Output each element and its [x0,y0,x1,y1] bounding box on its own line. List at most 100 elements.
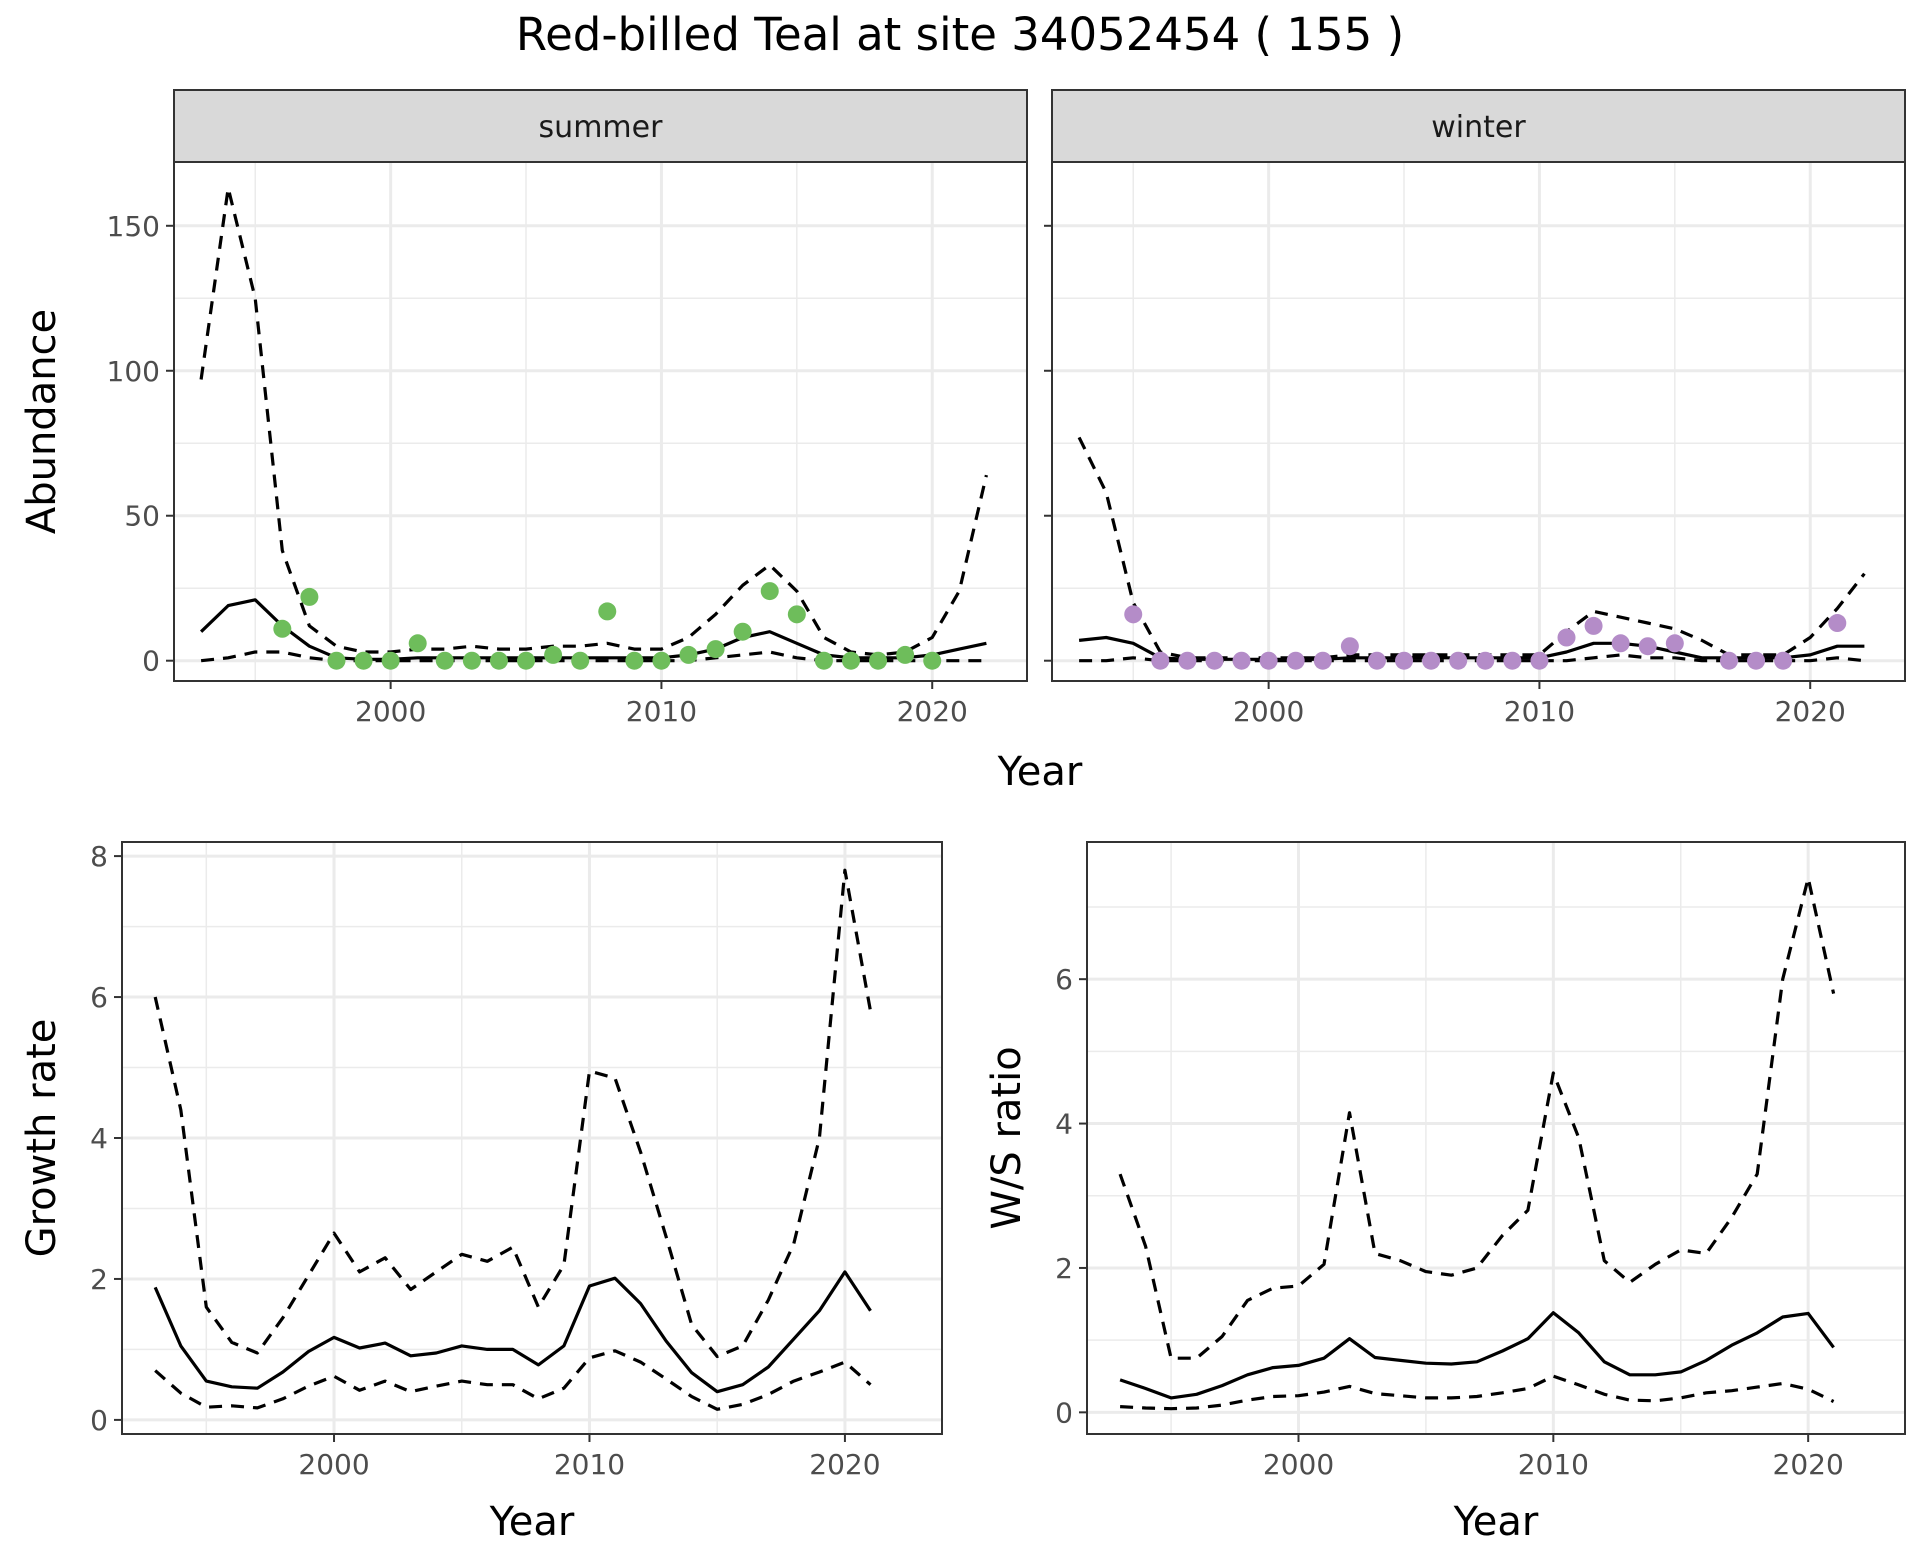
y-tick-label: 8 [90,840,108,873]
data-point [760,582,779,601]
data-point [652,651,671,670]
data-point [381,651,400,670]
x-tick-label: 2010 [626,695,697,728]
facet-strip-label: summer [539,110,664,145]
data-point [1422,651,1441,670]
data-point [489,651,508,670]
data-point [1557,628,1576,647]
y-tick-label: 6 [90,981,108,1014]
data-point [733,622,752,641]
y-tick-label: 2 [90,1263,108,1296]
y-tick-label: 0 [1055,1396,1073,1429]
data-point [869,651,888,670]
x-axis-title: Year [489,1499,575,1545]
chart-title: Red-billed Teal at site 34052454 ( 155 ) [516,8,1404,61]
y-axis-title: Growth rate [19,1019,65,1258]
data-point [1313,651,1332,670]
x-tick-label: 2020 [1775,695,1846,728]
x-tick-label: 2000 [298,1448,369,1481]
data-point [1584,616,1603,635]
data-point [1259,651,1278,670]
panel-background [1087,842,1905,1434]
y-tick-label: 100 [107,355,160,388]
x-tick-label: 2000 [1233,695,1304,728]
data-point [300,587,319,606]
data-point [1178,651,1197,670]
x-tick-label: 2020 [897,695,968,728]
data-point [1665,634,1684,653]
y-axis-title: Abundance [19,309,65,534]
data-point [408,634,427,653]
x-tick-label: 2020 [1773,1448,1844,1481]
data-point [1151,651,1170,670]
data-point [923,651,942,670]
facet-strip [173,89,1028,163]
lower-bound-line [1120,1374,1835,1411]
x-tick-label: 2010 [1518,1448,1589,1481]
estimate-line [153,1270,872,1394]
lower-bound-line [154,1349,872,1411]
data-point [625,651,644,670]
panel-border [1086,841,1906,1435]
data-point [598,602,617,621]
data-point [1611,634,1630,653]
y-tick-label: 0 [142,645,160,678]
panel-summer: summer 2000 2010 2020 0 50 100 150 Abundance Year [19,89,1083,795]
data-point [327,651,346,670]
data-point [435,651,454,670]
data-point [896,645,915,664]
data-point [1124,605,1143,624]
data-point [814,651,833,670]
data-point [1449,651,1468,670]
data-point [679,645,698,664]
panel-background [1052,162,1905,681]
data-point [1476,651,1495,670]
data-point [1340,637,1359,656]
data-point [273,619,292,638]
data-point [1395,651,1414,670]
data-point [841,651,860,670]
facet-strip [1051,89,1906,163]
y-tick-label: 4 [90,1122,108,1155]
y-tick-label: 50 [124,500,160,533]
panel-winter: winter 2000 2010 2020 [1044,89,1906,728]
y-tick-label: 2 [1055,1252,1073,1285]
data-point [1638,637,1657,656]
estimate-line [1119,1311,1835,1400]
upper-bound-line [199,186,988,657]
y-axis-title: W/S ratio [984,1046,1030,1229]
upper-bound-line [1118,876,1836,1360]
panel-growth-rate: 2000 2010 2020 0 2 4 6 8 Growth rate Year [19,840,943,1545]
data-point [1774,651,1793,670]
x-tick-label: 2000 [355,695,426,728]
data-point [1286,651,1305,670]
data-point [1367,651,1386,670]
data-point [706,640,725,659]
x-axis-title: Year [997,749,1083,795]
y-tick-label: 4 [1055,1108,1073,1141]
data-point [1828,614,1847,633]
x-axis-title: Year [1453,1499,1539,1545]
data-point [787,605,806,624]
x-tick-label: 2000 [1263,1448,1334,1481]
data-point [1747,651,1766,670]
data-point [1503,651,1522,670]
x-tick-label: 2020 [809,1448,880,1481]
data-point [1530,651,1549,670]
data-point [571,651,590,670]
data-point [1232,651,1251,670]
y-tick-label: 6 [1055,963,1073,996]
x-tick-label: 2010 [554,1448,625,1481]
facet-strip-label: winter [1431,110,1526,145]
x-tick-label: 2010 [1504,695,1575,728]
data-point [1205,651,1224,670]
upper-bound-line [153,868,873,1359]
data-point [517,651,536,670]
data-point [354,651,373,670]
y-tick-label: 0 [90,1404,108,1437]
data-point [544,645,563,664]
data-point [1719,651,1738,670]
data-point [462,651,481,670]
